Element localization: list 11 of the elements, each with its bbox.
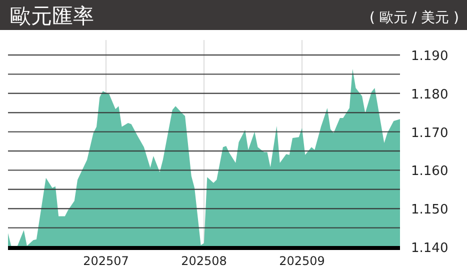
y-tick-label: 1.140 — [411, 241, 448, 256]
y-tick-label: 1.150 — [411, 202, 448, 218]
x-tick-label: 202508 — [181, 254, 227, 268]
y-tick-label: 1.190 — [411, 49, 448, 64]
chart-subtitle: ( 歐元 / 美元 ) — [370, 10, 459, 26]
x-tick-label: 202507 — [83, 254, 129, 268]
y-tick-label: 1.180 — [411, 87, 448, 102]
x-tick-label: 202509 — [279, 254, 325, 268]
chart-title: 歐元匯率 — [10, 4, 94, 28]
y-tick-label: 1.160 — [411, 164, 448, 180]
y-tick-label: 1.170 — [411, 126, 448, 141]
